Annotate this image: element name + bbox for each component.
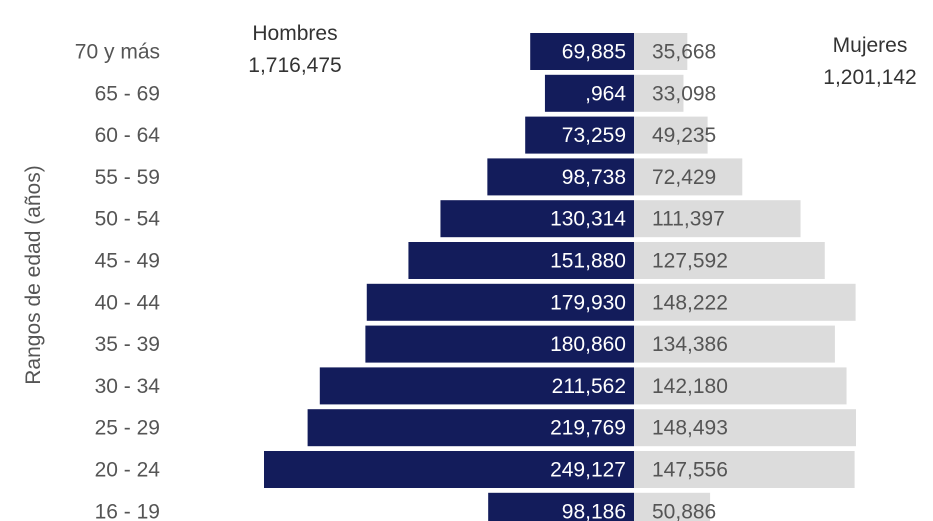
female-value-label: 148,493 [652,417,728,440]
age-range-tick-label: 45 - 49 [95,250,160,273]
age-range-tick-label: 70 y más [75,41,160,64]
female-bar [634,409,856,447]
female-value-label: 134,386 [652,333,728,356]
female-bar [634,367,847,405]
female-value-label: 111,397 [652,208,725,231]
male-bar [525,116,634,154]
male-bar [307,409,634,447]
female-bar [634,451,855,488]
female-value-label: 50,886 [652,500,716,521]
age-range-tick-label: 20 - 24 [95,459,161,482]
female-value-label: 72,429 [652,166,716,189]
male-bar [544,74,634,112]
bars-group: 70 y más 69,885 35,668 65 - 69 ,964 33,098 60 … [75,33,856,521]
females-total-value: 1,201,142 [823,66,916,89]
female-value-label: 142,180 [652,375,728,398]
male-bar [440,200,634,238]
male-bar [319,367,634,405]
male-value-label: 151,880 [550,250,626,273]
female-bar [634,283,856,321]
male-bar [408,242,634,279]
male-value-label: 98,738 [562,166,626,189]
female-value-label: 148,222 [652,291,728,314]
male-value-label: 249,127 [550,459,626,482]
male-bar [365,325,634,363]
female-bar [634,158,743,196]
male-bar [366,283,634,321]
age-range-tick-label: 60 - 64 [95,124,161,147]
female-bar [634,200,801,238]
male-value-label: ,964 [585,82,626,105]
female-bar [634,492,711,521]
male-bar [488,492,634,521]
female-value-label: 127,592 [652,250,728,273]
female-value-label: 33,098 [652,82,716,105]
female-bar [634,116,708,154]
female-bar [634,33,688,70]
female-value-label: 147,556 [652,459,728,482]
age-range-tick-label: 25 - 29 [95,417,160,440]
male-bar [530,33,634,70]
male-value-label: 69,885 [562,41,626,64]
female-bar [634,74,684,112]
males-legend-label: Hombres [252,22,337,45]
age-range-tick-label: 35 - 39 [95,333,160,356]
male-value-label: 98,186 [562,500,626,521]
female-value-label: 49,235 [652,124,716,147]
male-value-label: 73,259 [562,124,626,147]
female-bar [634,325,835,363]
y-axis-label: Rangos de edad (años) [22,165,45,385]
age-range-tick-label: 16 - 19 [95,500,160,521]
male-bar [487,158,634,196]
male-value-label: 180,860 [550,333,626,356]
male-value-label: 179,930 [550,291,626,314]
male-value-label: 130,314 [550,208,626,231]
females-legend-label: Mujeres [833,34,908,57]
male-value-label: 211,562 [552,375,626,398]
males-total-value: 1,716,475 [248,54,341,77]
age-range-tick-label: 40 - 44 [95,291,161,314]
age-range-tick-label: 65 - 69 [95,82,160,105]
age-range-tick-label: 50 - 54 [95,208,161,231]
female-bar [634,242,825,279]
male-bar [264,451,634,488]
age-range-tick-label: 55 - 59 [95,166,160,189]
female-value-label: 35,668 [652,41,716,64]
male-value-label: 219,769 [550,417,626,440]
age-range-tick-label: 30 - 34 [95,375,161,398]
